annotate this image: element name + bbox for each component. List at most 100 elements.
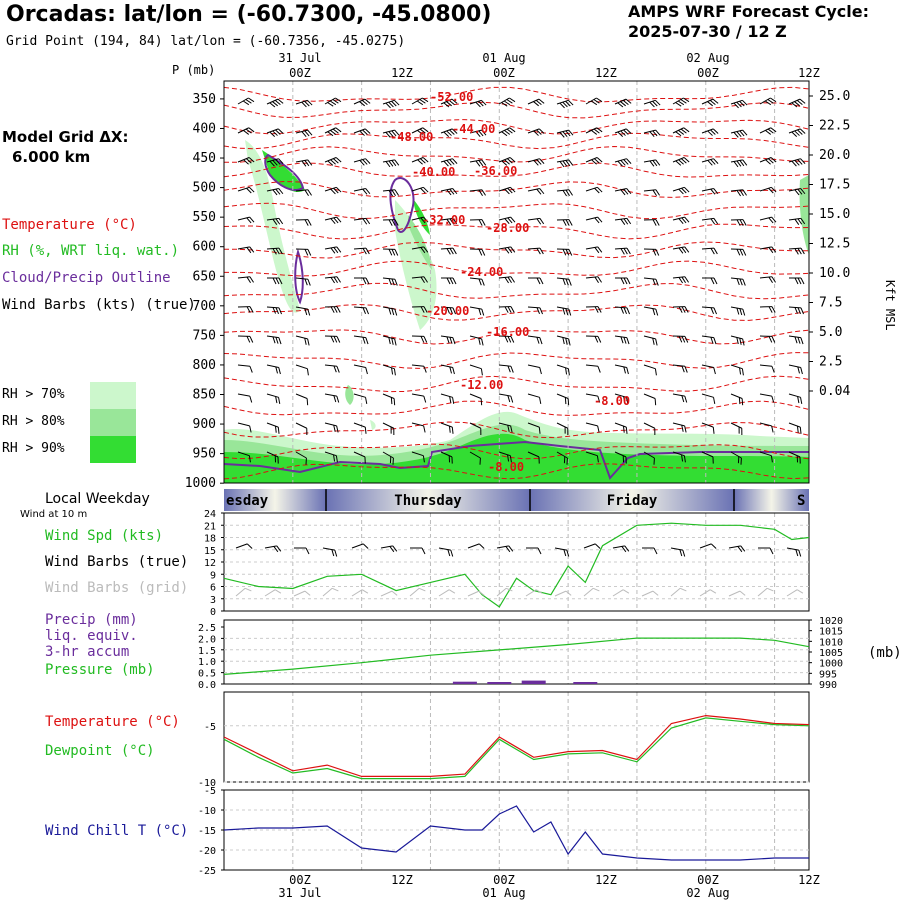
wind-barb — [614, 306, 631, 315]
barb-flag — [767, 99, 774, 104]
barb-staff — [585, 246, 598, 250]
temperature-contour — [223, 329, 810, 345]
wind-barb — [614, 451, 627, 464]
wind-barb — [672, 97, 690, 107]
pressure-tick-label: 500 — [193, 181, 216, 196]
pressure-tick-label: 900 — [193, 417, 216, 432]
wind-barb — [382, 306, 398, 316]
temperature-contour-label: -44.00 — [452, 122, 495, 136]
wind-barb — [440, 364, 455, 375]
wind-barbs-true-label: Wind Barbs (true) — [45, 554, 189, 570]
barb-staff — [585, 393, 598, 397]
barb-flag — [652, 278, 656, 286]
barb-flag — [509, 97, 516, 103]
pressure-tick-label: 550 — [193, 210, 216, 225]
barb-flag — [794, 336, 798, 344]
barb-flag — [362, 129, 368, 135]
barb-flag — [307, 159, 313, 166]
barb-flag — [681, 187, 687, 194]
barb-flag — [269, 131, 276, 137]
wind-barb — [527, 422, 541, 434]
barb-staff — [411, 364, 424, 367]
barb-flag — [594, 158, 600, 164]
barb-staff — [672, 127, 685, 134]
barb-flag — [275, 366, 278, 374]
barb-flag — [652, 590, 659, 596]
barb-flag — [389, 456, 392, 464]
barb-flag — [559, 102, 565, 109]
wind-barb — [266, 335, 282, 345]
barb-flag — [245, 128, 252, 134]
barb-flag — [388, 307, 392, 315]
barb-flag — [622, 589, 630, 594]
barb-flag — [504, 159, 510, 165]
barb-flag — [332, 128, 339, 134]
wind-barb — [730, 277, 746, 286]
barb-flag — [246, 276, 251, 283]
barb-flag — [506, 99, 513, 104]
barb-flag — [449, 396, 452, 404]
barb-flag — [420, 187, 426, 194]
barb-flag — [306, 368, 309, 376]
wind-barb — [469, 422, 482, 435]
barb-flag — [563, 456, 566, 464]
barb-staff — [701, 306, 715, 309]
barb-staff — [527, 422, 540, 428]
precip-axis-tick-label: 0.0 — [198, 680, 216, 691]
barb-staff — [527, 451, 540, 458]
barb-flag — [507, 158, 513, 164]
barb-staff — [469, 393, 482, 399]
barb-flag — [359, 130, 365, 136]
wind-barb — [643, 189, 660, 196]
barb-flag — [481, 219, 486, 226]
barb-staff — [672, 276, 685, 279]
barb-flag — [507, 454, 510, 462]
wind-barb — [614, 158, 632, 167]
barb-staff — [701, 422, 714, 428]
wind-barb — [237, 335, 254, 343]
wind-barb — [583, 587, 600, 597]
barb-staff — [643, 451, 655, 459]
pressure-tick-label: 650 — [193, 269, 216, 284]
barb-flag — [479, 457, 481, 465]
barb-flag — [536, 337, 540, 344]
barb-staff — [643, 129, 656, 134]
barb-flag — [736, 307, 740, 315]
barb-flag — [562, 219, 567, 226]
barb-flag — [565, 249, 570, 256]
bottom-date-02aug: 02 Aug — [686, 886, 729, 900]
wind-axis-tick-label: 6 — [210, 583, 216, 594]
barb-flag — [391, 219, 396, 226]
barb-flag — [593, 99, 600, 104]
barb-flag — [510, 306, 515, 313]
barb-flag — [568, 129, 574, 136]
barb-staff — [469, 277, 482, 280]
barb-staff — [643, 335, 656, 340]
barb-flag — [655, 159, 661, 166]
precip-axis-tick-label: 2.0 — [198, 634, 216, 645]
barb-flag — [418, 587, 426, 592]
barb-flag — [707, 160, 713, 166]
barb-flag — [798, 549, 802, 557]
barb-flag — [623, 337, 627, 344]
wind-barb — [701, 422, 715, 434]
barb-flag — [681, 425, 684, 432]
barb-flag — [278, 188, 284, 195]
barb-flag — [364, 456, 366, 464]
barb-flag — [242, 100, 250, 106]
barb-flag — [452, 277, 457, 285]
barb-flag — [307, 189, 312, 196]
wind-barb — [237, 127, 255, 135]
barb-flag — [391, 367, 394, 375]
wind-barb — [353, 217, 371, 225]
barb-staff — [353, 247, 367, 250]
barb-flag — [567, 428, 569, 435]
barb-flag — [655, 219, 660, 226]
temperature-contour — [223, 202, 810, 220]
barb-flag — [538, 128, 545, 134]
barb-flag — [654, 428, 656, 435]
barb-staff — [411, 393, 424, 397]
wind-barb — [728, 590, 746, 597]
barb-flag — [712, 98, 719, 104]
barb-flag — [449, 307, 454, 315]
